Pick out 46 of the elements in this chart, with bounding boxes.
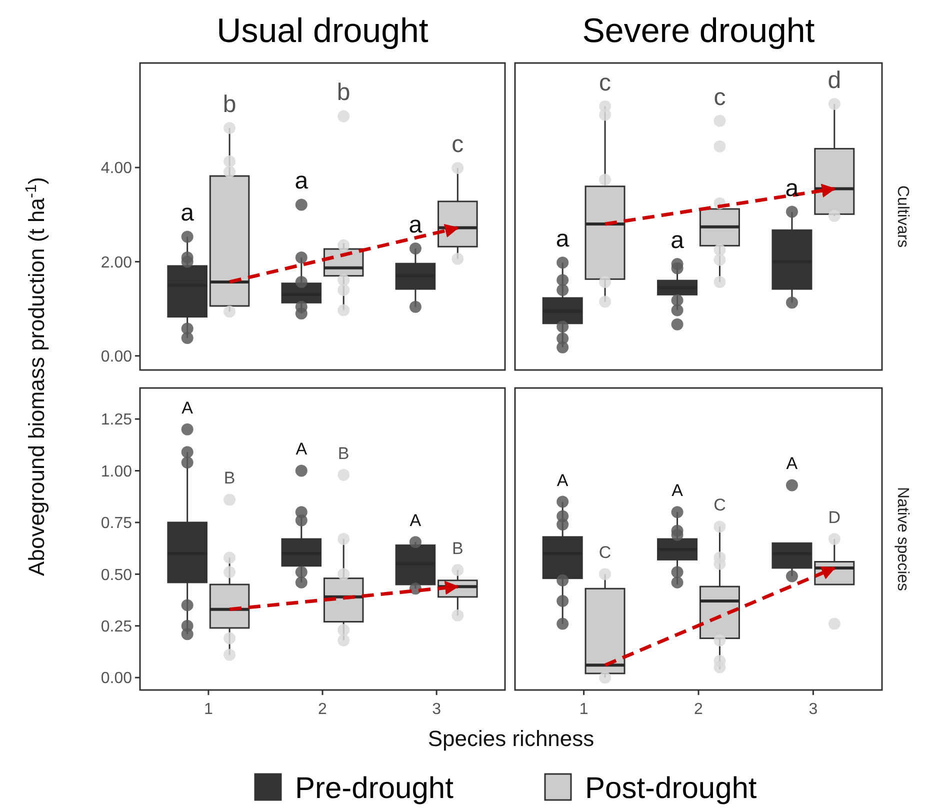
text: a: [785, 174, 799, 202]
y-tick-label: 0.75: [100, 515, 132, 532]
text: c: [452, 131, 464, 158]
y-tick-label: 4.00: [100, 160, 132, 178]
text: b: [336, 79, 350, 106]
text: d: [828, 66, 842, 94]
y-tick-label: 1.00: [100, 463, 132, 480]
text: B: [224, 468, 236, 488]
x-tick-label: 3: [808, 701, 818, 718]
x-tick-label: 2: [694, 701, 704, 718]
text: a: [180, 200, 194, 227]
x-tick-label: 1: [204, 701, 213, 718]
y-tick-label: 0.50: [100, 566, 132, 584]
text: B: [452, 539, 464, 558]
text: A: [556, 470, 568, 490]
text: A: [786, 454, 798, 474]
y-tick-label: 1.25: [100, 412, 132, 429]
y-tick-label: 0.00: [100, 670, 132, 688]
x-tick-label: 2: [318, 701, 328, 718]
text: c: [599, 69, 612, 96]
text: A: [182, 398, 194, 418]
text: a: [294, 168, 308, 195]
text: B: [338, 444, 350, 463]
text: A: [410, 511, 422, 530]
text: D: [828, 508, 841, 527]
text: a: [408, 212, 422, 239]
legend-label: Pre-drought: [295, 772, 454, 805]
text: a: [670, 227, 684, 254]
legend-label: Post-drought: [585, 772, 758, 805]
y-tick-label: 0.25: [100, 618, 132, 636]
text: A: [296, 440, 308, 459]
text: C: [598, 543, 612, 562]
y-tick-label: 0.00: [100, 348, 132, 366]
chart-title: Usual drought: [216, 12, 429, 50]
y-tick-label: 2.00: [100, 254, 132, 272]
text: b: [222, 90, 236, 118]
text: c: [714, 84, 726, 111]
x-tick-label: 3: [432, 701, 442, 718]
chart-title: Severe drought: [582, 12, 816, 50]
x-axis-title: Species richness: [428, 726, 594, 751]
text: A: [672, 481, 683, 500]
y2-axis-title: Native species: [894, 486, 911, 592]
text: C: [714, 496, 726, 515]
y2-axis-title: Cultivars: [894, 185, 911, 248]
x-tick-label: 1: [579, 701, 588, 718]
text: a: [556, 226, 570, 253]
